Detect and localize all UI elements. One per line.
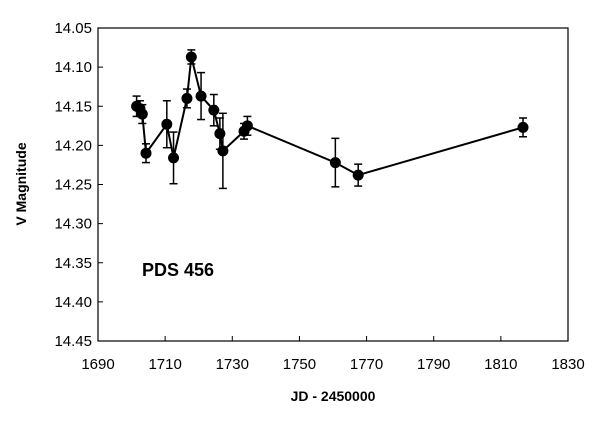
data-point bbox=[329, 157, 341, 169]
data-point bbox=[208, 104, 220, 116]
data-point bbox=[195, 90, 207, 102]
data-point bbox=[185, 51, 197, 63]
plot-frame bbox=[97, 27, 569, 342]
y-axis: 14.05 14.10 14.15 14.20 14.25 14.30 14.35 14.40… bbox=[54, 20, 103, 350]
error-bars bbox=[132, 49, 528, 190]
x-tick-label: 1810 bbox=[484, 356, 517, 373]
y-tick-label: 14.30 bbox=[54, 216, 92, 233]
data-point bbox=[214, 128, 226, 140]
object-label: PDS 456 bbox=[142, 260, 214, 280]
y-tick-label: 14.10 bbox=[54, 59, 92, 76]
data-point bbox=[140, 147, 152, 159]
x-tick-label: 1690 bbox=[81, 356, 114, 373]
data-points bbox=[131, 51, 529, 181]
x-tick-label: 1770 bbox=[350, 356, 383, 373]
data-point bbox=[517, 121, 529, 133]
y-tick-label: 14.15 bbox=[54, 98, 92, 115]
y-axis-title: V Magnitude bbox=[13, 142, 29, 225]
x-axis: 1690 1710 1730 1750 1770 1790 1810 1830 bbox=[81, 336, 585, 373]
x-tick-label: 1710 bbox=[148, 356, 181, 373]
data-point bbox=[217, 145, 229, 157]
data-point bbox=[241, 120, 253, 132]
data-point bbox=[136, 108, 148, 120]
data-point bbox=[168, 152, 180, 164]
x-tick-label: 1830 bbox=[551, 356, 584, 373]
x-tick-label: 1790 bbox=[417, 356, 450, 373]
y-tick-label: 14.35 bbox=[54, 255, 92, 272]
data-point bbox=[181, 92, 193, 104]
x-tick-label: 1730 bbox=[216, 356, 249, 373]
data-point bbox=[352, 169, 364, 181]
series-line bbox=[136, 56, 524, 177]
y-tick-label: 14.20 bbox=[54, 137, 92, 154]
data-point bbox=[161, 118, 173, 130]
y-tick-label: 14.40 bbox=[54, 294, 92, 311]
y-tick-label: 14.05 bbox=[54, 20, 92, 37]
x-axis-title: JD - 2450000 bbox=[291, 388, 376, 404]
x-tick-label: 1750 bbox=[283, 356, 316, 373]
y-tick-label: 14.25 bbox=[54, 177, 92, 194]
y-tick-label: 14.45 bbox=[54, 333, 92, 350]
